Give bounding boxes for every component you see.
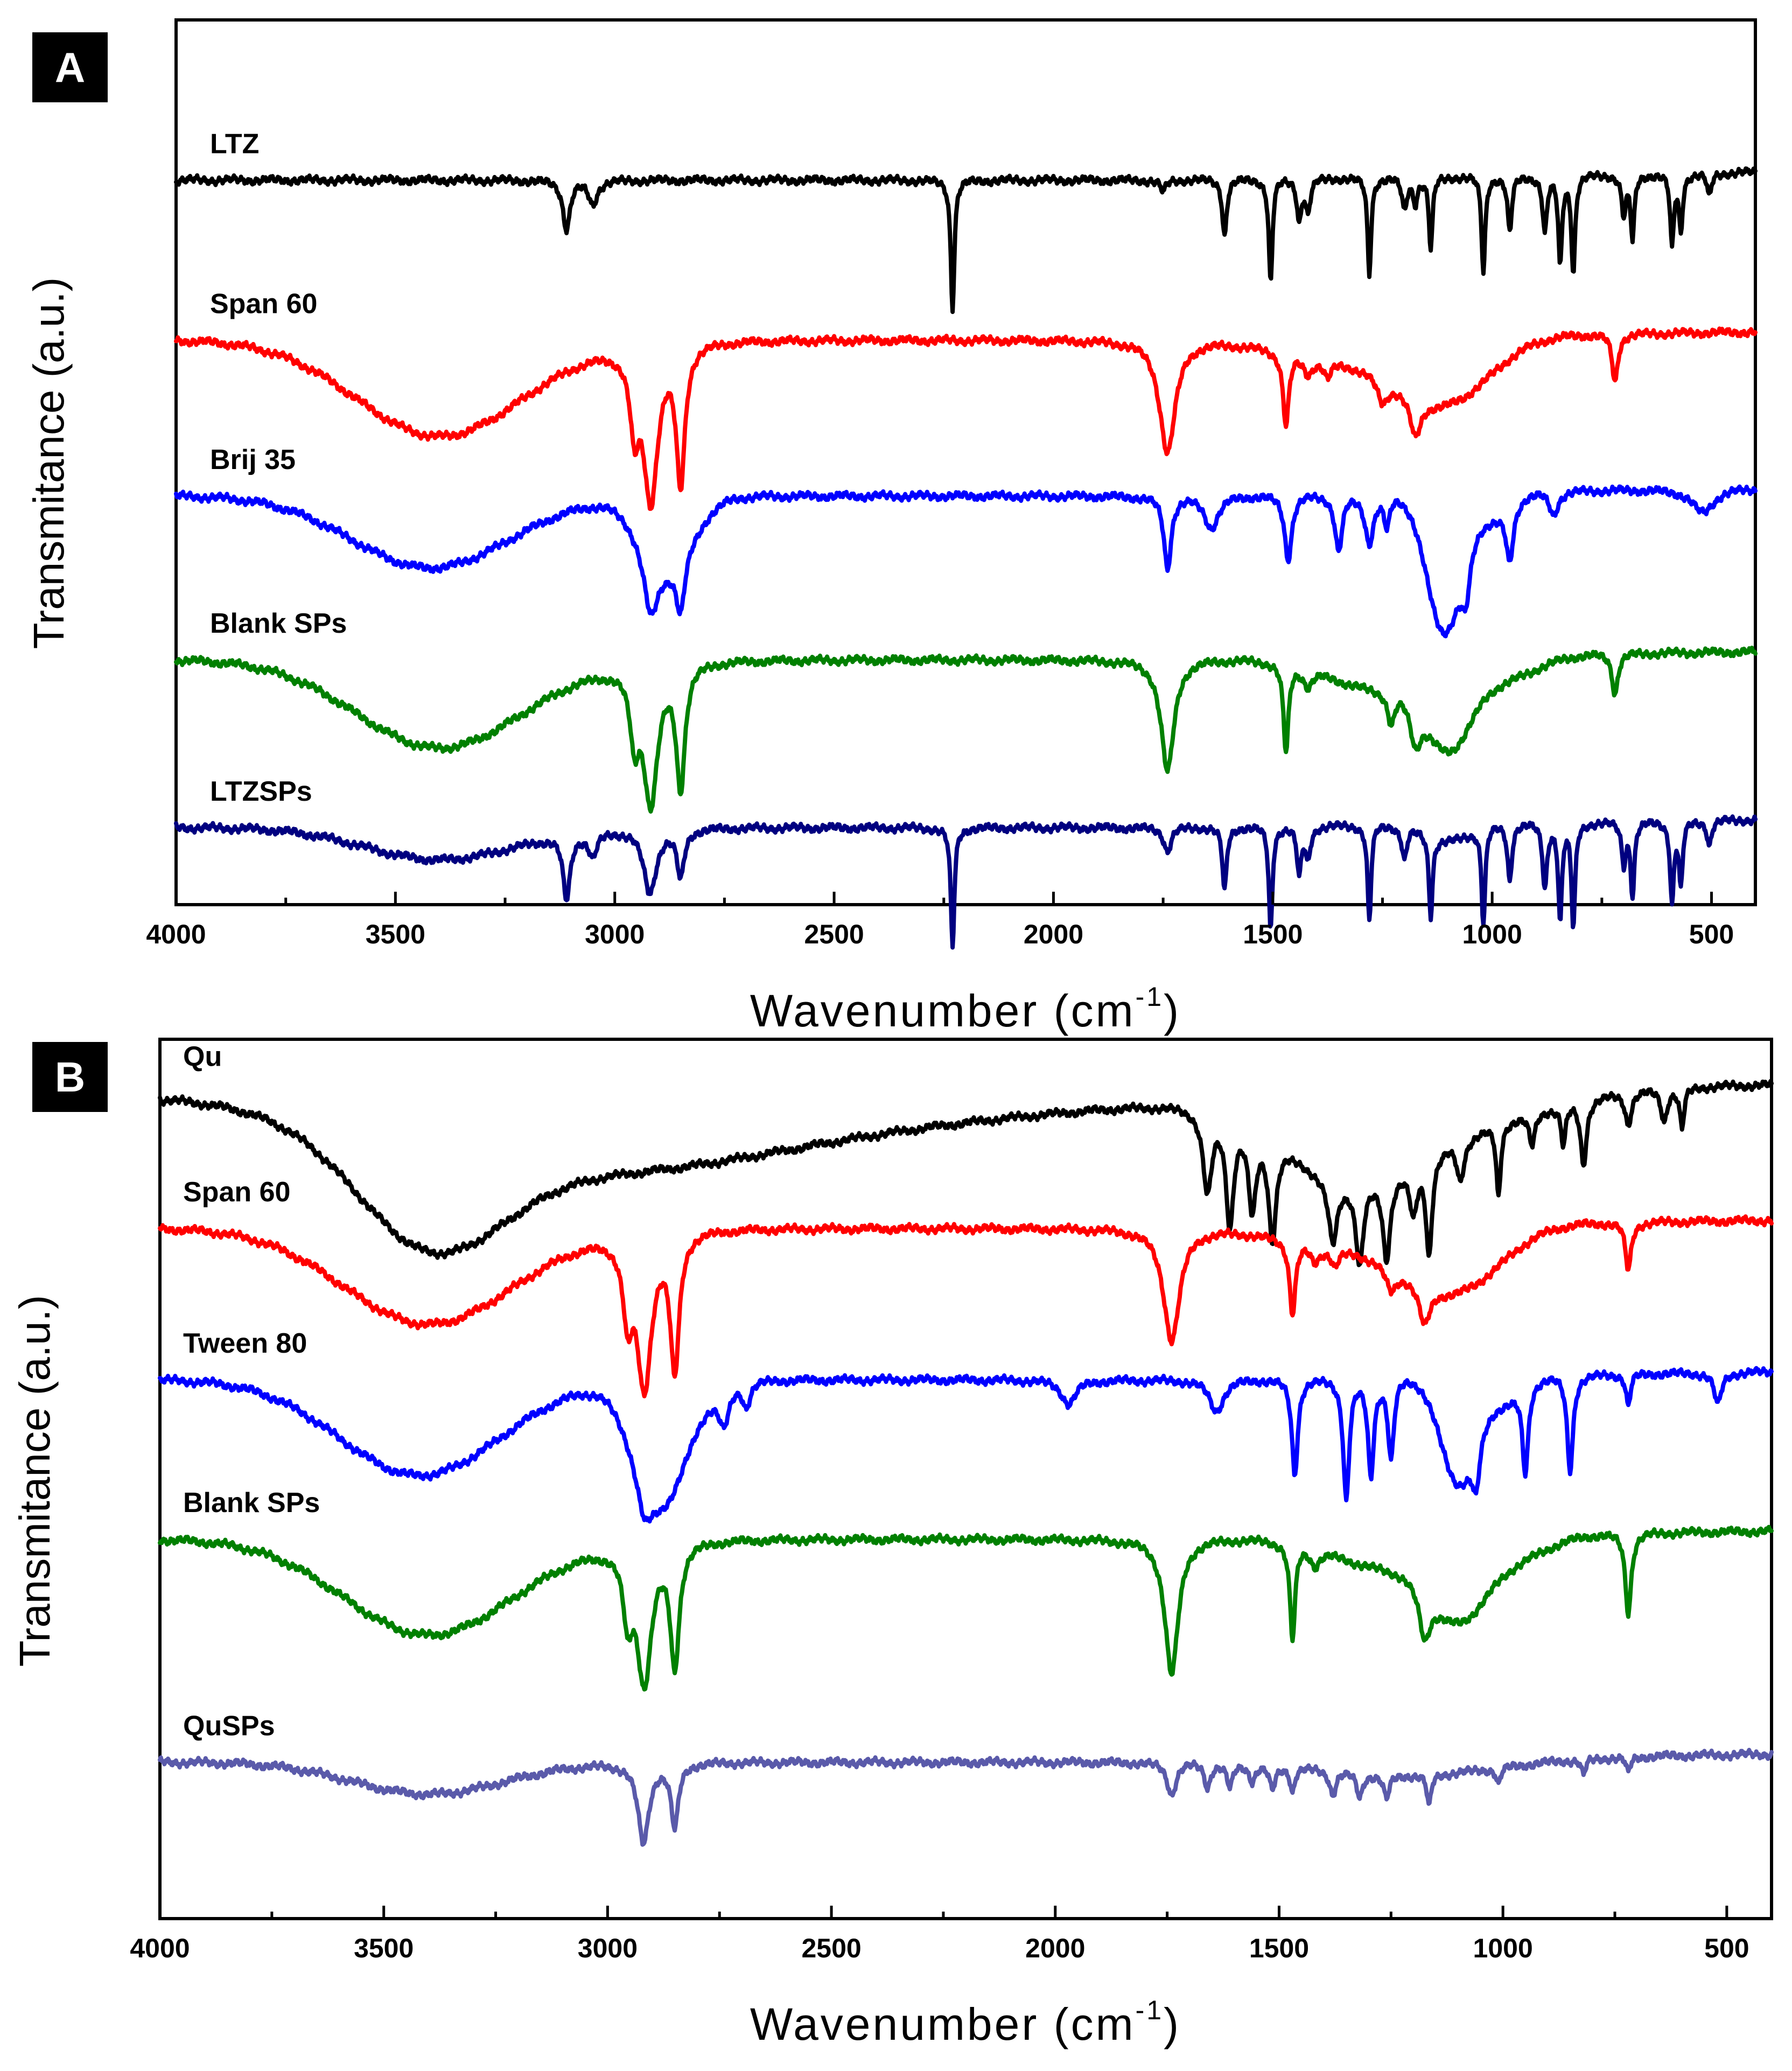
series-label-qusps: QuSPs (183, 1711, 275, 1742)
panel-a-plot-frame (174, 18, 1757, 906)
spectrum-blank-sps (174, 646, 1758, 814)
x-tick-label: 2500 (804, 919, 864, 949)
x-tick-label: 1500 (1249, 1933, 1309, 1963)
x-tick-label: 4000 (146, 919, 206, 949)
series-label-brij-35: Brij 35 (210, 444, 296, 475)
x-tick-label: 1000 (1462, 919, 1522, 949)
panel-a-x-axis-label: Wavenumber (cm-1) (750, 982, 1181, 1036)
x-tick-label: 1500 (1243, 919, 1303, 949)
x-tick-label: 500 (1689, 919, 1734, 949)
x-tick-label: 3000 (578, 1933, 638, 1963)
series-label-tween-80: Tween 80 (183, 1328, 307, 1359)
panel-b-series-labels: Qu Span 60 Tween 80 Blank SPs QuSPs (183, 1041, 320, 1741)
panel-b-plot-frame (158, 1038, 1773, 1920)
series-label-ltz: LTZ (210, 129, 259, 160)
panel-b-badge (32, 1042, 108, 1112)
spectrum-qusps (158, 1747, 1774, 1847)
x-tick-label: 1000 (1473, 1933, 1533, 1963)
spectrum-brij-35 (174, 484, 1758, 639)
spectrum-blank-sps (158, 1524, 1774, 1692)
x-tick-label: 2000 (1024, 919, 1083, 949)
x-tick-label: 2000 (1025, 1933, 1085, 1963)
spectrum-span-60 (174, 326, 1758, 511)
panel-a: A LTZ Span 60 Brij 35 Blank SPs LTZSPs 4000 3… (25, 18, 1758, 1036)
panel-b-badge-label: B (55, 1053, 85, 1101)
spectrum-tween-80 (158, 1366, 1774, 1524)
series-label-ltzsps: LTZSPs (210, 776, 312, 807)
x-tick-label: 3500 (354, 1933, 414, 1963)
series-label-blank-sps: Blank SPs (210, 608, 347, 639)
x-tick-label: 3000 (585, 919, 645, 949)
panel-a-series-labels: LTZ Span 60 Brij 35 Blank SPs LTZSPs (210, 129, 347, 807)
panel-b-x-axis: 4000 3500 3000 2500 2000 1500 1000 500 (130, 1906, 1749, 1963)
panel-b-y-axis-label: Transmitance (a.u.) (11, 1295, 59, 1667)
panel-b: B Qu Span 60 Tween 80 Blank SPs QuSPs 4000 35… (11, 1038, 1774, 2049)
panel-a-x-axis: 4000 3500 3000 2500 2000 1500 1000 500 (146, 892, 1734, 949)
x-tick-label: 4000 (130, 1933, 190, 1963)
series-label-blank-sps: Blank SPs (183, 1487, 320, 1519)
x-tick-label: 2500 (801, 1933, 861, 1963)
panel-b-x-axis-label: Wavenumber (cm-1) (750, 1995, 1181, 2049)
series-label-qu: Qu (183, 1041, 222, 1072)
panel-a-y-axis-label: Transmitance (a.u.) (25, 277, 73, 649)
spectrum-qu (158, 1079, 1774, 1268)
spectrum-ltz (174, 166, 1758, 314)
panel-b-spectra (158, 1079, 1774, 1847)
spectrum-span-60 (158, 1214, 1774, 1398)
x-tick-label: 3500 (366, 919, 425, 949)
series-label-span-60: Span 60 (183, 1177, 290, 1208)
series-label-span-60: Span 60 (210, 288, 317, 319)
panel-a-badge (32, 32, 108, 102)
panel-a-spectra (174, 166, 1758, 950)
x-tick-label: 500 (1704, 1933, 1749, 1963)
spectrum-ltzsps (174, 814, 1758, 950)
panel-a-badge-label: A (55, 44, 85, 91)
